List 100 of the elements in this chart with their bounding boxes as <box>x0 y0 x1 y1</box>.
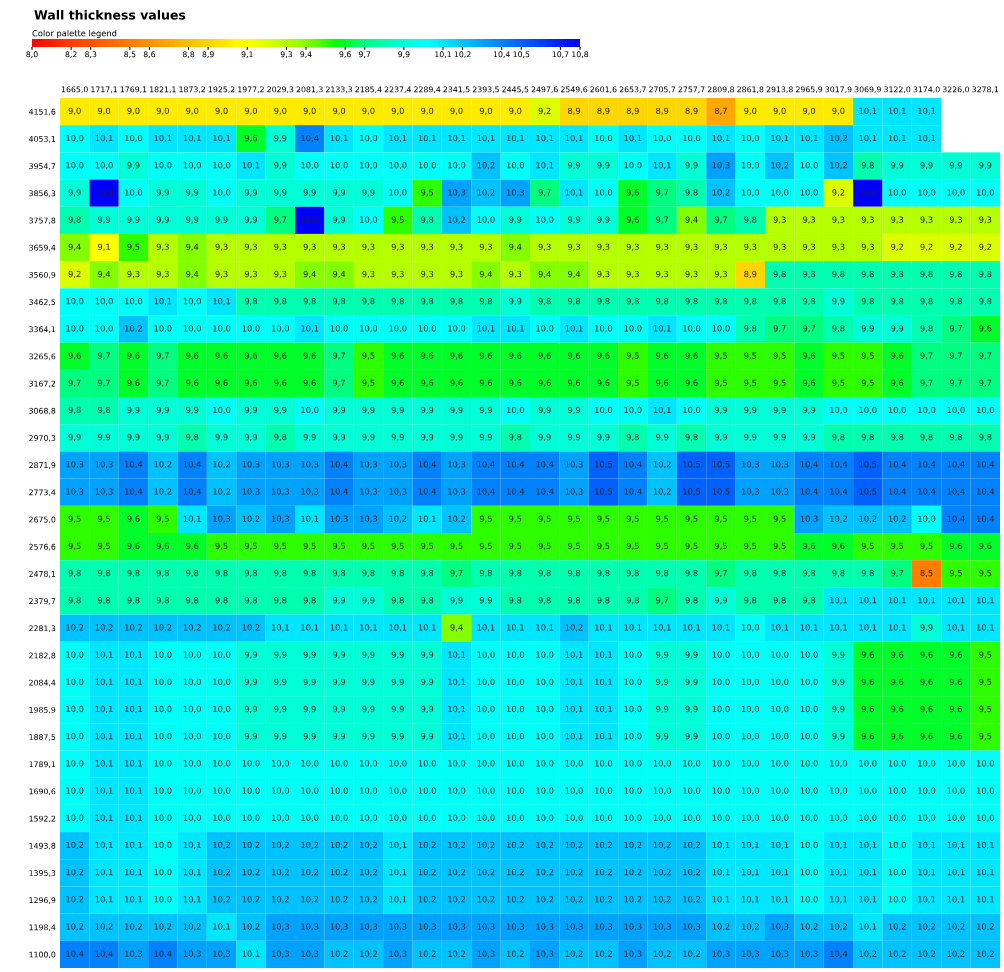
data-label: 10,0 <box>213 787 231 795</box>
data-label: 10,4 <box>330 461 348 469</box>
data-label: 10,0 <box>125 189 143 197</box>
data-label: 9,9 <box>538 406 551 414</box>
data-label: 9,3 <box>127 270 140 278</box>
data-label: 10,1 <box>95 651 113 659</box>
data-label: 9,9 <box>861 325 874 333</box>
data-label: 10,1 <box>95 896 113 904</box>
data-label: 9,6 <box>802 542 816 550</box>
data-label: 10,3 <box>506 923 524 931</box>
data-label: 9,3 <box>597 270 610 278</box>
data-label: 10,5 <box>712 488 730 496</box>
data-label: 10,2 <box>888 950 906 958</box>
data-label: 10,0 <box>830 760 848 768</box>
data-label: 10,2 <box>624 868 642 877</box>
data-label: 10,0 <box>830 787 848 795</box>
data-label: 10,4 <box>125 488 143 496</box>
data-label: 10,0 <box>330 814 348 822</box>
data-label: 9,0 <box>362 107 375 115</box>
data-label: 10,2 <box>154 488 172 496</box>
data-label: 9,8 <box>68 406 81 414</box>
data-label: 10,0 <box>595 325 613 333</box>
data-label: 9,7 <box>920 379 933 387</box>
data-label: 10,1 <box>418 515 436 523</box>
data-label: 10,4 <box>624 461 642 469</box>
data-label: 10,0 <box>301 406 319 414</box>
data-label: 9,9 <box>567 433 581 442</box>
data-label: 10,3 <box>389 950 407 958</box>
data-label: 9,3 <box>597 243 610 251</box>
data-label: 9,3 <box>744 243 757 251</box>
data-label: 10,1 <box>859 841 877 849</box>
data-label: 10,1 <box>242 162 260 170</box>
data-label: 9,5 <box>861 542 874 550</box>
data-label: 9,9 <box>450 433 463 442</box>
data-label: 10,0 <box>888 406 906 414</box>
data-label: 10,1 <box>976 624 994 632</box>
data-label: 10,0 <box>330 760 348 768</box>
data-label: 9,6 <box>802 379 816 387</box>
data-label: 10,0 <box>506 162 525 170</box>
data-label: 10,1 <box>888 597 906 605</box>
data-label: 9,5 <box>714 379 727 387</box>
data-label: 10,2 <box>506 896 524 904</box>
data-label: 10,3 <box>125 950 143 958</box>
data-label: 9,6 <box>597 352 610 360</box>
data-label: 10,1 <box>830 624 847 632</box>
data-label: 10,0 <box>506 678 525 686</box>
data-label: 9,8 <box>97 569 111 578</box>
data-label: 9,8 <box>832 569 845 578</box>
data-label: 10,0 <box>888 868 906 877</box>
data-label: 9,8 <box>186 597 199 605</box>
data-label: 9,9 <box>303 705 316 713</box>
data-label: 10,1 <box>859 134 877 143</box>
data-label: 10,0 <box>213 651 231 659</box>
data-label: 10,0 <box>330 162 348 170</box>
data-label: 10,4 <box>888 461 906 469</box>
data-label: 9,5 <box>362 352 375 360</box>
data-label: 9,9 <box>332 189 346 197</box>
data-label: 9,2 <box>979 243 992 251</box>
data-label: 9,6 <box>949 542 963 550</box>
data-label: 10,0 <box>624 325 642 333</box>
data-label: 9,8 <box>861 433 874 442</box>
data-label: 10,0 <box>888 760 906 768</box>
data-label: 10,3 <box>800 515 818 523</box>
data-label: 10,2 <box>271 868 289 877</box>
data-label: 10,0 <box>213 814 231 822</box>
data-label: 10,4 <box>918 461 936 469</box>
data-label: 9,9 <box>832 678 845 686</box>
data-label: 10,0 <box>360 325 378 333</box>
data-label: 9,3 <box>244 270 257 278</box>
data-label: 10,0 <box>95 162 113 170</box>
data-label: 9,6 <box>186 379 199 387</box>
data-label: 10,0 <box>271 760 290 768</box>
data-label: 9,6 <box>450 352 463 360</box>
data-label: 9,9 <box>597 433 610 442</box>
data-label: 10,0 <box>66 678 84 686</box>
data-label: 9,3 <box>714 243 727 251</box>
data-label: 10,0 <box>624 678 642 686</box>
data-label: 10,4 <box>947 488 965 496</box>
data-label: 9,8 <box>597 597 610 605</box>
data-label: 9,5 <box>274 542 287 550</box>
data-label: 10,0 <box>154 896 172 904</box>
data-label: 9,9 <box>685 678 698 686</box>
data-label: 8,9 <box>597 107 610 115</box>
data-label: 10,1 <box>918 597 936 605</box>
data-label: 10,2 <box>653 488 671 496</box>
data-label: 10,4 <box>888 488 906 496</box>
data-label: 9,5 <box>538 515 551 523</box>
data-label: 9,8 <box>832 433 845 442</box>
data-label: 9,6 <box>891 678 904 686</box>
data-label: 10,3 <box>389 488 407 496</box>
data-label: 9,8 <box>244 298 257 306</box>
data-label: 9,6 <box>274 352 287 360</box>
data-label: 9,9 <box>362 433 375 442</box>
data-label: 10,3 <box>360 515 378 523</box>
data-label: 9,5 <box>362 542 375 550</box>
data-label: 10,1 <box>888 624 906 632</box>
data-label: 9,7 <box>332 379 345 387</box>
data-label: 9,7 <box>714 569 727 578</box>
data-label: 10,2 <box>242 868 260 877</box>
data-label: 10,2 <box>301 868 319 877</box>
